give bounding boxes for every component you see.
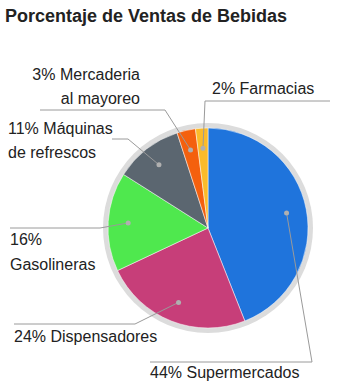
leader-dot <box>200 146 205 151</box>
leader-dot <box>188 147 193 152</box>
pie <box>103 123 313 333</box>
value-label: 16% <box>10 231 42 248</box>
leader-line <box>14 302 179 324</box>
category-label: Supermercados <box>187 364 300 381</box>
leader-line <box>150 213 312 362</box>
leader-dot <box>126 220 131 225</box>
leader-line <box>10 223 128 228</box>
pie-rim <box>103 123 313 333</box>
slice <box>195 128 208 228</box>
data-label: 2% Farmacias <box>212 80 314 97</box>
value-label: 11% <box>8 120 39 137</box>
labels: 44% Supermercados 24% Dispensadores 16% Gasol… <box>8 66 314 381</box>
category-label: Farmacias <box>240 80 315 97</box>
leader-dot <box>284 211 289 216</box>
leader-line <box>203 101 330 148</box>
category-label: de refrescos <box>8 144 96 161</box>
leader-dot <box>176 300 181 305</box>
leaders <box>10 101 330 362</box>
value-label: 44% <box>150 364 182 381</box>
data-label: 16% <box>10 231 42 248</box>
value-label: 2% <box>212 80 235 97</box>
category-label: al mayoreo <box>61 90 140 107</box>
category-label: Dispensadores <box>51 328 158 345</box>
category-label: Gasolineras <box>10 256 95 273</box>
value-label: 24% <box>14 328 46 345</box>
data-label: 3% Mercaderia <box>32 66 140 83</box>
category-label: Máquinas <box>43 120 112 137</box>
data-label: 24% Dispensadores <box>14 328 157 345</box>
title: Porcentaje de Ventas de Bebidas <box>5 6 287 26</box>
data-label: 44% Supermercados <box>150 364 299 381</box>
data-label: 11%Máquinas <box>8 120 113 137</box>
value-label: 3% <box>32 66 55 83</box>
category-label: Mercaderia <box>60 66 140 83</box>
leader-dot <box>156 162 161 167</box>
chart: Porcentaje de Ventas de Bebidas 44% Superm… <box>0 0 345 386</box>
leader-line <box>112 139 159 165</box>
